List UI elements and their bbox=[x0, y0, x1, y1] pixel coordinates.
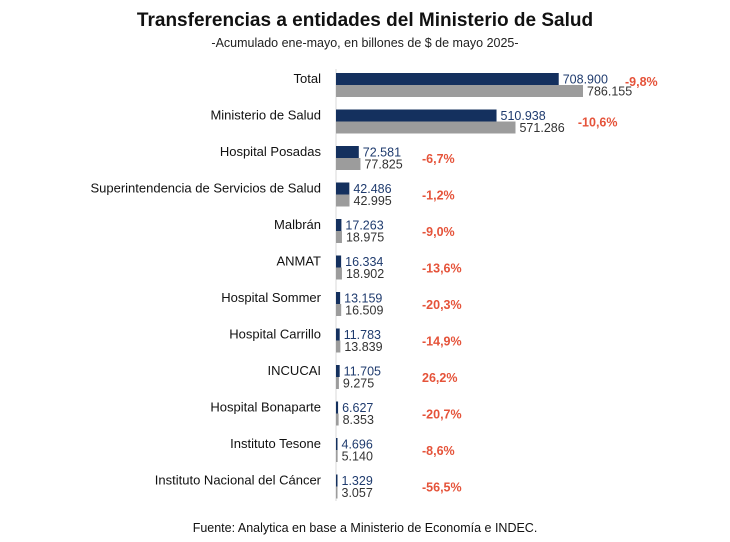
value-label-2025: 11.705 bbox=[344, 365, 381, 379]
value-label-2024: 77.825 bbox=[364, 158, 402, 172]
bar-2025 bbox=[336, 182, 350, 195]
change-label: -10,6% bbox=[578, 116, 618, 130]
change-label: -20,7% bbox=[422, 408, 462, 422]
category-label: Hospital Carrillo bbox=[229, 327, 321, 342]
change-label: -9,8% bbox=[625, 75, 658, 89]
change-label: -20,3% bbox=[422, 298, 462, 312]
value-label-2025: 16.334 bbox=[345, 255, 383, 269]
category-label: Malbrán bbox=[274, 217, 321, 232]
value-label-2024: 18.902 bbox=[346, 267, 384, 281]
bar-2024 bbox=[336, 486, 338, 499]
bar-2024 bbox=[336, 413, 339, 426]
bar-2024 bbox=[336, 121, 516, 134]
bar-2025 bbox=[336, 219, 342, 231]
bar-2025 bbox=[336, 255, 342, 268]
value-label-2024: 5.140 bbox=[342, 450, 373, 464]
value-label-2025: 4.696 bbox=[342, 438, 373, 452]
change-label: -14,9% bbox=[422, 335, 462, 349]
category-label: Superintendencia de Servicios de Salud bbox=[90, 181, 321, 196]
chart-title: Transferencias a entidades del Ministeri… bbox=[136, 10, 594, 31]
value-label-2024: 42.995 bbox=[354, 194, 392, 208]
category-label: Hospital Posadas bbox=[220, 144, 322, 159]
bar-2025 bbox=[336, 292, 341, 304]
value-label-2025: 72.581 bbox=[363, 146, 401, 160]
bar-2024 bbox=[336, 85, 583, 97]
chart-subtitle: -Acumulado ene-mayo, en billones de $ de… bbox=[211, 36, 519, 50]
category-label: Ministerio de Salud bbox=[210, 108, 321, 123]
bar-2025 bbox=[336, 73, 559, 85]
value-label-2025: 42.486 bbox=[353, 182, 391, 196]
bar-2024 bbox=[336, 340, 341, 353]
value-label-2025: 6.627 bbox=[342, 401, 373, 415]
change-label: -1,2% bbox=[422, 189, 455, 203]
change-label: 26,2% bbox=[422, 371, 457, 385]
value-label-2024: 13.839 bbox=[344, 340, 382, 354]
category-label: INCUCAI bbox=[268, 363, 321, 378]
bar-2024 bbox=[336, 267, 342, 280]
bar-2025 bbox=[336, 365, 340, 377]
change-label: -9,0% bbox=[422, 225, 455, 239]
value-label-2024: 16.509 bbox=[345, 304, 383, 318]
value-label-2025: 17.263 bbox=[345, 219, 383, 233]
value-label-2025: 510.938 bbox=[501, 109, 546, 123]
value-label-2024: 18.975 bbox=[346, 231, 384, 245]
bar-2024 bbox=[336, 304, 342, 316]
category-label: Total bbox=[294, 71, 322, 86]
category-label: Instituto Nacional del Cáncer bbox=[155, 473, 322, 488]
value-label-2024: 8.353 bbox=[343, 413, 374, 427]
value-label-2024: 571.286 bbox=[519, 121, 564, 135]
bar-2025 bbox=[336, 328, 340, 341]
chart-source: Fuente: Analytica en base a Ministerio d… bbox=[192, 521, 538, 535]
value-label-2025: 13.159 bbox=[344, 292, 382, 306]
category-label: Hospital Sommer bbox=[221, 290, 321, 305]
value-label-2025: 1.329 bbox=[342, 474, 373, 488]
bar-2025 bbox=[336, 438, 338, 450]
value-label-2024: 9.275 bbox=[343, 377, 374, 391]
bar-2025 bbox=[336, 146, 359, 158]
bar-2025 bbox=[336, 109, 497, 122]
change-label: -13,6% bbox=[422, 262, 462, 276]
change-label: -56,5% bbox=[422, 481, 462, 495]
value-label-2024: 786.155 bbox=[587, 85, 632, 99]
bar-2024 bbox=[336, 450, 338, 462]
bar-2024 bbox=[336, 377, 339, 389]
category-label: Hospital Bonaparte bbox=[210, 400, 321, 415]
category-label: Instituto Tesone bbox=[230, 436, 321, 451]
value-label-2024: 3.057 bbox=[342, 486, 373, 500]
bar-2024 bbox=[336, 194, 350, 207]
value-label-2025: 708.900 bbox=[563, 73, 608, 87]
change-label: -6,7% bbox=[422, 152, 455, 166]
value-label-2025: 11.783 bbox=[344, 328, 381, 342]
bar-2024 bbox=[336, 158, 361, 170]
bar-2025 bbox=[336, 401, 339, 414]
change-label: -8,6% bbox=[422, 444, 455, 458]
bar-2025 bbox=[336, 474, 338, 487]
bar-2024 bbox=[336, 231, 342, 243]
category-label: ANMAT bbox=[276, 254, 321, 269]
